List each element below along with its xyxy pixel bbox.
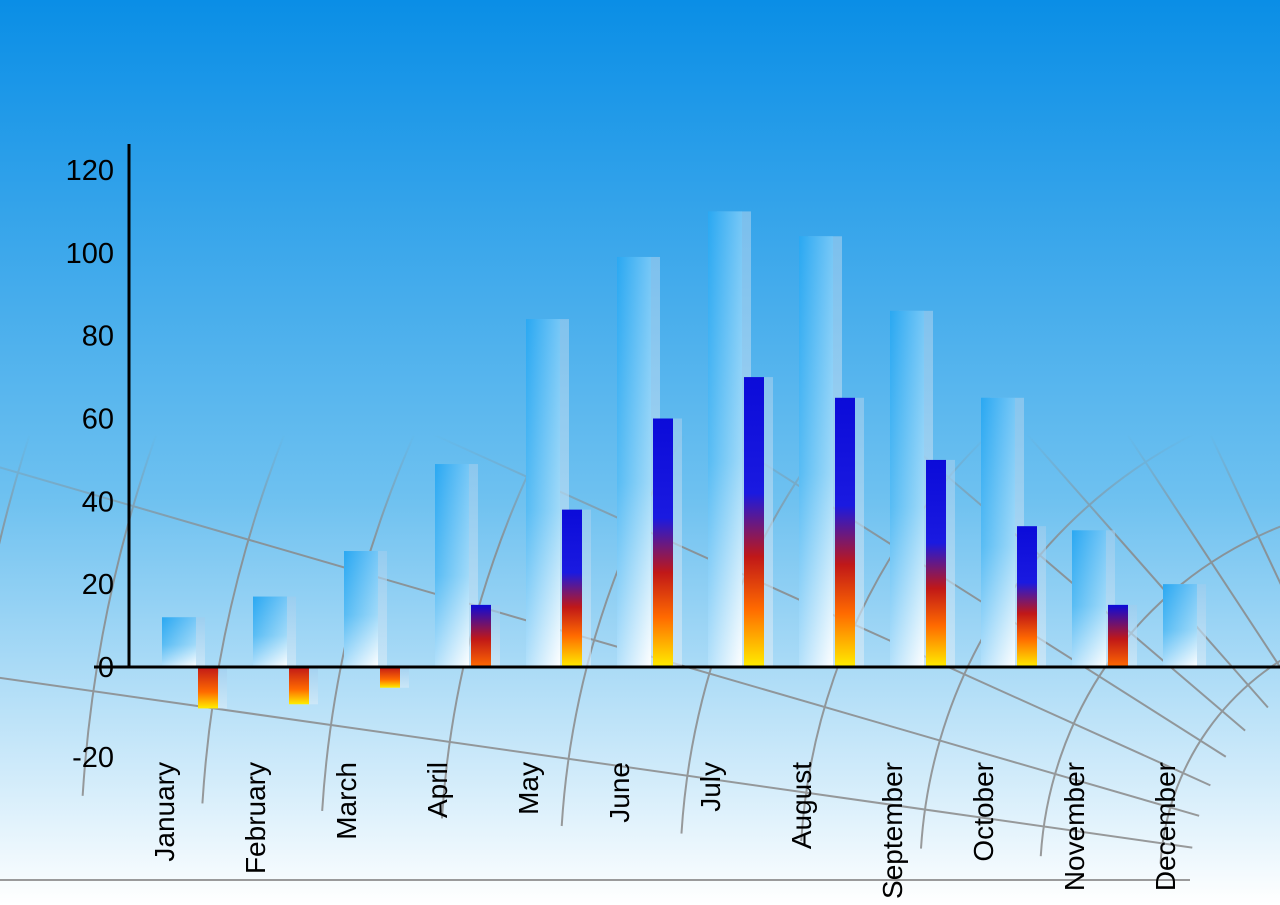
bar-primary-sheen bbox=[890, 311, 924, 667]
month-label: April bbox=[422, 762, 453, 818]
bar-secondary bbox=[562, 510, 582, 667]
bar-primary-sheen bbox=[1072, 530, 1106, 667]
month-label: November bbox=[1059, 762, 1090, 891]
bar-secondary bbox=[380, 667, 400, 688]
bar-secondary bbox=[1017, 526, 1037, 667]
month-label: March bbox=[331, 762, 362, 840]
month-label: February bbox=[240, 762, 271, 874]
month-label: December bbox=[1150, 762, 1181, 891]
month-label: May bbox=[513, 762, 544, 815]
y-tick-label: 120 bbox=[66, 155, 114, 187]
bar-primary-sheen bbox=[1163, 584, 1197, 667]
bar-primary-sheen bbox=[708, 211, 742, 667]
chart-svg: 120 100 80 60 40 20 0 -20 January February March Ap… bbox=[0, 0, 1280, 905]
bar-primary-sheen bbox=[253, 597, 287, 667]
bar-primary-sheen bbox=[435, 464, 469, 667]
bar-primary-sheen bbox=[799, 236, 833, 667]
y-tick-label: 20 bbox=[82, 569, 114, 601]
y-tick-label: -20 bbox=[72, 742, 114, 774]
y-tick-label: 0 bbox=[98, 652, 114, 684]
month-label: October bbox=[968, 762, 999, 862]
bar-secondary bbox=[835, 398, 855, 667]
month-label: July bbox=[695, 762, 726, 812]
bar-secondary bbox=[926, 460, 946, 667]
bar-primary-sheen bbox=[981, 398, 1015, 667]
bar-secondary bbox=[471, 605, 491, 667]
bar-secondary bbox=[744, 377, 764, 667]
bar-secondary bbox=[1108, 605, 1128, 667]
month-label: June bbox=[604, 762, 635, 823]
month-label: August bbox=[786, 762, 817, 849]
y-tick-label: 40 bbox=[82, 486, 114, 518]
chart-container: 120 100 80 60 40 20 0 -20 January February March Ap… bbox=[0, 0, 1280, 905]
month-label: September bbox=[877, 762, 908, 899]
bar-primary-sheen bbox=[162, 617, 196, 667]
month-label: January bbox=[149, 762, 180, 862]
bar-primary-sheen bbox=[344, 551, 378, 667]
y-tick-label: 100 bbox=[66, 238, 114, 270]
bar-primary-sheen bbox=[526, 319, 560, 667]
bar-secondary bbox=[653, 419, 673, 668]
y-tick-label: 80 bbox=[82, 321, 114, 353]
bar-secondary bbox=[289, 667, 309, 704]
bar-secondary bbox=[198, 667, 218, 708]
bar-primary-sheen bbox=[617, 257, 651, 667]
y-tick-label: 60 bbox=[82, 404, 114, 436]
